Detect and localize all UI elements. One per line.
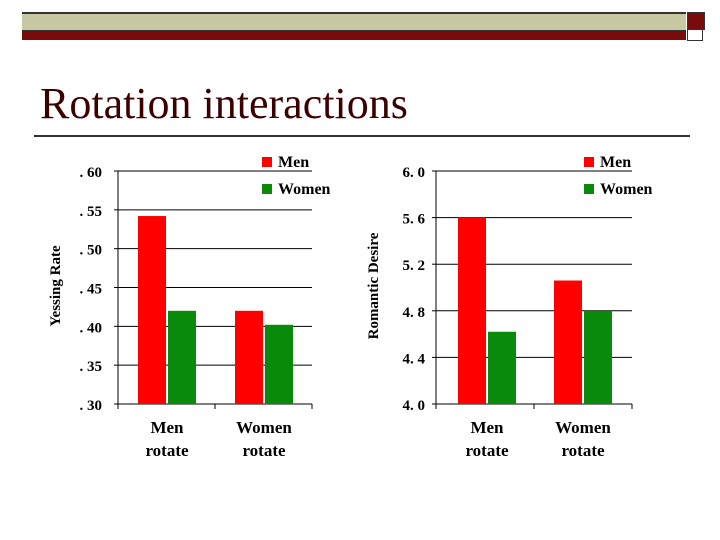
x-category-label: rotate <box>465 441 509 460</box>
x-category-label: rotate <box>561 441 605 460</box>
title-divider <box>34 135 690 137</box>
y-tick-label: . 50 <box>80 243 103 259</box>
legend-swatch-men <box>262 157 272 167</box>
x-category-label: Women <box>236 418 292 437</box>
bar-women <box>265 324 293 404</box>
x-category-label: Men <box>470 418 504 437</box>
header-band <box>22 12 686 41</box>
y-tick-label: . 45 <box>80 282 103 298</box>
y-tick-label: . 30 <box>80 398 103 414</box>
y-tick-label: 4. 0 <box>403 398 426 414</box>
y-tick-label: 4. 4 <box>403 351 426 367</box>
x-category-label: Women <box>555 418 611 437</box>
header-band-light <box>22 14 686 30</box>
y-tick-label: 4. 8 <box>403 305 426 321</box>
header-band-dark <box>22 30 686 40</box>
y-tick-label: . 35 <box>80 359 103 375</box>
y-axis-label: Romantic Desire <box>366 232 382 339</box>
y-tick-label: . 55 <box>80 204 103 220</box>
header-corner-square-small <box>687 29 703 41</box>
bar-men <box>458 217 486 404</box>
bar-women <box>168 310 196 404</box>
legend-label-men: Men <box>278 154 309 171</box>
y-axis-label: Yessing Rate <box>48 245 64 327</box>
slide-title: Rotation interactions <box>40 79 408 128</box>
legend-label-men: Men <box>600 154 631 171</box>
x-category-label: Men <box>150 418 184 437</box>
legend-swatch-women <box>262 184 272 194</box>
bar-men <box>235 310 263 404</box>
legend-label-women: Women <box>600 181 653 198</box>
legend-swatch-women <box>584 184 594 194</box>
bar-men <box>138 216 166 404</box>
legend-swatch-men <box>584 157 594 167</box>
bar-women <box>488 331 516 404</box>
x-category-label: rotate <box>242 441 286 460</box>
bar-men <box>554 280 582 404</box>
bar-women <box>584 310 612 404</box>
y-tick-label: . 40 <box>80 320 103 336</box>
x-category-label: rotate <box>145 441 189 460</box>
y-tick-label: 5. 6 <box>403 212 426 228</box>
y-tick-label: . 60 <box>80 165 103 181</box>
y-tick-label: 6. 0 <box>403 165 426 181</box>
y-tick-label: 5. 2 <box>403 258 426 274</box>
legend-label-women: Women <box>278 181 331 198</box>
